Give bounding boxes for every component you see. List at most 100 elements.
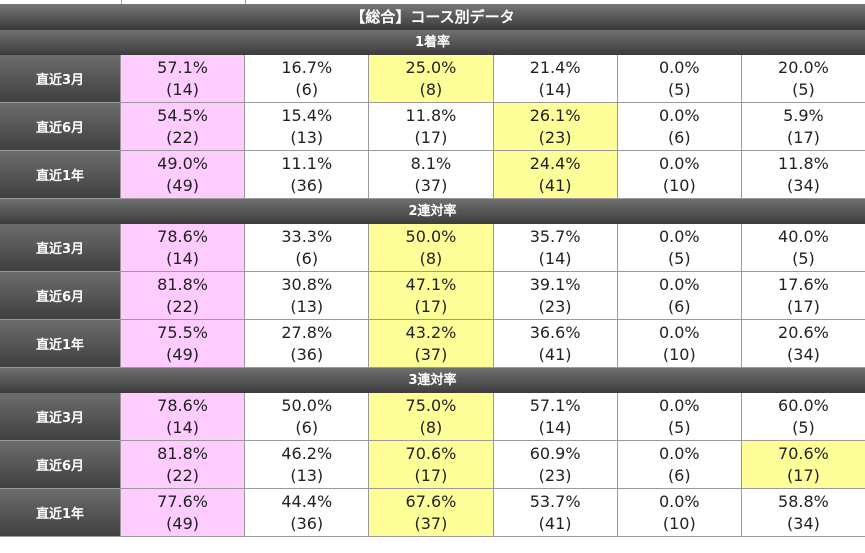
cell-count: (41): [538, 175, 572, 195]
row-label: 直近6月: [0, 441, 121, 488]
cell-count: (13): [290, 465, 324, 485]
row-label: 直近3月: [0, 393, 121, 440]
cell-count: (8): [419, 248, 443, 268]
table-row: 直近1年 49.0% (49) 11.1% (36) 8.1% (37) 24.4% (41) 0…: [0, 151, 865, 199]
data-cell: 5.9% (17): [742, 103, 865, 150]
cell-percentage: 26.1%: [529, 105, 581, 125]
cell-percentage: 57.1%: [157, 57, 208, 77]
cell-count: (34): [787, 175, 820, 195]
cell-count: (22): [166, 296, 199, 316]
data-cell: 60.0% (5): [742, 393, 865, 440]
data-cell: 70.6% (17): [741, 441, 865, 488]
table-row: 直近1年 77.6% (49) 44.4% (36) 67.6% (37) 53.7% (41)…: [0, 489, 865, 537]
cell-percentage: 11.1%: [281, 153, 333, 173]
row-label: 直近6月: [0, 272, 121, 319]
cell-percentage: 0.0%: [658, 57, 700, 77]
cell-count: (10): [662, 344, 696, 364]
cell-percentage: 33.3%: [281, 226, 333, 246]
row-label: 直近1年: [0, 320, 121, 367]
data-cell: 8.1% (37): [369, 151, 494, 198]
cell-percentage: 78.6%: [157, 395, 208, 415]
data-cell: 40.0% (5): [742, 224, 865, 271]
cell-count: (14): [538, 417, 572, 437]
section-header: 1着率: [0, 30, 865, 55]
data-cell: 26.1% (23): [493, 103, 618, 150]
data-cell: 0.0% (5): [618, 393, 742, 440]
data-cell: 27.8% (36): [245, 320, 370, 367]
cell-percentage: 20.6%: [778, 322, 829, 342]
cell-count: (6): [295, 248, 319, 268]
data-cell: 77.6% (49): [121, 489, 246, 536]
data-cell: 50.0% (6): [245, 393, 370, 440]
cell-count: (6): [295, 79, 319, 99]
cell-percentage: 54.5%: [157, 105, 208, 125]
row-label: 直近1年: [0, 151, 121, 198]
cell-count: (37): [414, 513, 448, 533]
cell-count: (22): [166, 127, 199, 147]
cell-count: (10): [662, 513, 696, 533]
top-strip: [0, 0, 865, 4]
data-cell: 81.8% (22): [121, 441, 246, 488]
data-cell: 54.5% (22): [121, 103, 246, 150]
cell-count: (14): [538, 79, 572, 99]
data-cell: 0.0% (10): [618, 151, 742, 198]
data-cell: 17.6% (17): [742, 272, 865, 319]
cell-count: (5): [667, 79, 691, 99]
data-cell: 36.6% (41): [494, 320, 618, 367]
cell-percentage: 17.6%: [778, 274, 829, 294]
cell-count: (6): [295, 417, 319, 437]
cell-percentage: 60.0%: [778, 395, 829, 415]
cell-percentage: 70.6%: [405, 443, 457, 463]
section-header: 2連対率: [0, 199, 865, 224]
cell-count: (17): [414, 127, 448, 147]
cell-percentage: 50.0%: [281, 395, 333, 415]
data-cell: 0.0% (10): [618, 320, 742, 367]
cell-percentage: 47.1%: [405, 274, 457, 294]
cell-count: (5): [792, 417, 815, 437]
data-cell: 25.0% (8): [369, 55, 494, 102]
data-cell: 78.6% (14): [121, 393, 246, 440]
cell-percentage: 0.0%: [658, 491, 700, 511]
cell-percentage: 67.6%: [405, 491, 457, 511]
cell-percentage: 16.7%: [281, 57, 333, 77]
cell-percentage: 35.7%: [529, 226, 581, 246]
row-label: 直近3月: [0, 55, 121, 102]
data-cell: 0.0% (6): [618, 441, 742, 488]
cell-count: (5): [667, 417, 691, 437]
table-row: 直近6月 81.8% (22) 30.8% (13) 47.1% (17) 39.1% (23)…: [0, 272, 865, 320]
data-cell: 33.3% (6): [245, 224, 370, 271]
data-cell: 43.2% (37): [369, 320, 494, 367]
cell-count: (5): [667, 248, 691, 268]
cell-percentage: 0.0%: [658, 274, 700, 294]
cell-count: (8): [419, 417, 443, 437]
data-cell: 11.1% (36): [245, 151, 370, 198]
cell-count: (36): [290, 344, 324, 364]
column-divider: [121, 0, 122, 4]
table-row: 直近3月 78.6% (14) 33.3% (6) 50.0% (8) 35.7% (14) 0.…: [0, 224, 865, 272]
cell-count: (8): [419, 79, 443, 99]
cell-percentage: 15.4%: [281, 105, 333, 125]
cell-percentage: 60.9%: [529, 443, 581, 463]
data-cell: 81.8% (22): [121, 272, 246, 319]
cell-count: (5): [792, 248, 815, 268]
cell-count: (36): [290, 513, 324, 533]
cell-percentage: 81.8%: [157, 443, 208, 463]
data-cell: 0.0% (5): [618, 55, 742, 102]
cell-count: (6): [667, 465, 691, 485]
data-cell: 44.4% (36): [245, 489, 370, 536]
cell-count: (14): [166, 79, 199, 99]
data-cell: 53.7% (41): [494, 489, 618, 536]
data-cell: 0.0% (6): [618, 103, 742, 150]
section-header: 3連対率: [0, 368, 865, 393]
data-cell: 21.4% (14): [494, 55, 618, 102]
cell-count: (17): [414, 296, 448, 316]
data-cell: 57.1% (14): [494, 393, 618, 440]
cell-count: (6): [667, 296, 691, 316]
cell-percentage: 77.6%: [157, 491, 208, 511]
data-cell: 70.6% (17): [369, 441, 494, 488]
data-cell: 75.5% (49): [121, 320, 246, 367]
row-label: 直近6月: [0, 103, 121, 150]
data-cell: 78.6% (14): [121, 224, 246, 271]
column-divider: [245, 0, 246, 4]
data-cell: 46.2% (13): [245, 441, 370, 488]
